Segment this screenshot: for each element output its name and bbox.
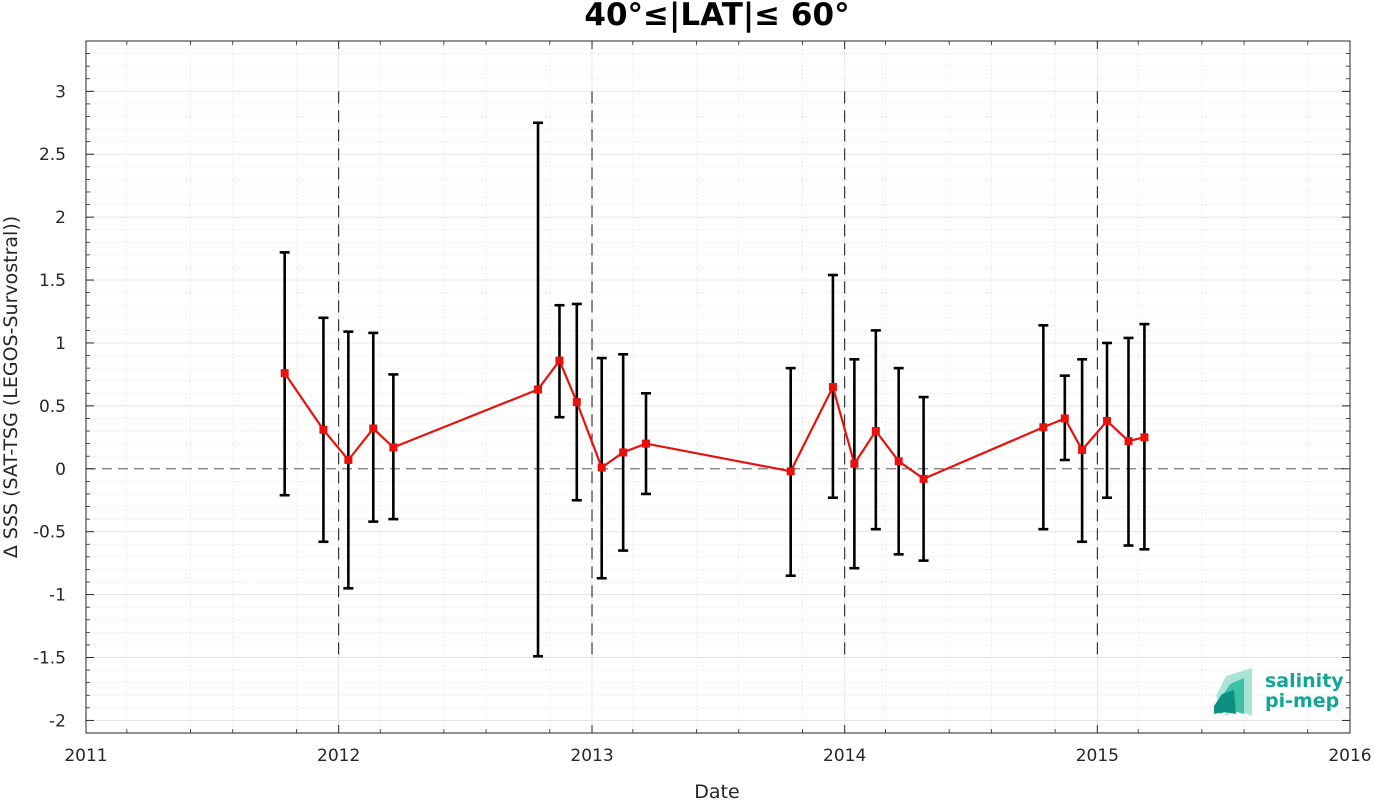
axis-ticks xyxy=(85,40,1351,734)
data-point-marker xyxy=(534,385,543,394)
y-tick-label: 0 xyxy=(55,460,66,480)
x-tick-label: 2014 xyxy=(823,746,866,766)
data-point-marker xyxy=(1103,416,1112,425)
data-point-marker xyxy=(555,356,564,365)
x-tick-label: 2012 xyxy=(317,746,360,766)
minor-grid xyxy=(86,40,1350,734)
chart-title: 40°≤|LAT|≤ 60° xyxy=(584,0,849,33)
y-tick-label: 2.5 xyxy=(39,145,66,165)
data-point-marker xyxy=(1060,414,1069,423)
x-tick-label: 2011 xyxy=(64,746,107,766)
data-point-marker xyxy=(619,448,628,457)
data-point-marker xyxy=(344,455,353,464)
data-point-marker xyxy=(280,369,289,378)
y-tick-labels: 3 2.5 2 1.5 1 0.5 0 -0.5 -1 -1.5 -2 xyxy=(33,82,66,731)
y-tick-label: 2 xyxy=(55,208,66,228)
x-tick-labels: 2011 2012 2013 2014 2015 2016 xyxy=(64,746,1371,766)
y-tick-label: 1.5 xyxy=(39,271,66,291)
year-boundary-lines xyxy=(338,91,1098,658)
y-tick-label: 3 xyxy=(55,82,66,102)
x-tick-label: 2015 xyxy=(1076,746,1119,766)
salinity-pi-mep-logo: salinity pi-mep xyxy=(1214,668,1344,716)
data-point-marker xyxy=(597,463,606,472)
y-axis-label: Δ SSS (SAT-TSG (LEGOS-Survostral)) xyxy=(0,216,22,558)
data-point-marker xyxy=(871,427,880,436)
y-tick-label: 0.5 xyxy=(39,397,66,417)
data-point-marker xyxy=(1039,423,1048,432)
logo-text-pi-mep: pi-mep xyxy=(1265,690,1339,712)
data-point-marker xyxy=(919,474,928,483)
x-axis-label: Date xyxy=(694,781,739,801)
series-markers xyxy=(280,356,1149,483)
major-grid xyxy=(85,41,1351,733)
x-tick-label: 2013 xyxy=(570,746,613,766)
data-point-marker xyxy=(319,425,328,434)
series-line xyxy=(283,358,1145,481)
y-tick-label: -0.5 xyxy=(33,523,66,543)
data-point-marker xyxy=(894,457,903,466)
y-tick-label: -2 xyxy=(49,711,66,731)
data-point-marker xyxy=(369,424,378,433)
wave-logo-icon xyxy=(1214,668,1252,716)
data-point-marker xyxy=(786,467,795,476)
data-point-marker xyxy=(850,459,859,468)
data-point-marker xyxy=(1078,445,1087,454)
data-point-marker xyxy=(1124,437,1133,446)
data-point-marker xyxy=(1140,433,1149,442)
data-point-marker xyxy=(642,439,651,448)
y-tick-label: 1 xyxy=(55,334,66,354)
y-tick-label: -1 xyxy=(49,586,66,606)
x-tick-label: 2016 xyxy=(1328,746,1371,766)
data-point-marker xyxy=(572,398,581,407)
error-bars xyxy=(279,121,1150,658)
y-tick-label: -1.5 xyxy=(33,649,66,669)
logo-text-salinity: salinity xyxy=(1265,670,1344,692)
data-point-marker xyxy=(828,383,837,391)
data-point-marker xyxy=(389,443,398,452)
plot-frame xyxy=(85,40,1351,734)
